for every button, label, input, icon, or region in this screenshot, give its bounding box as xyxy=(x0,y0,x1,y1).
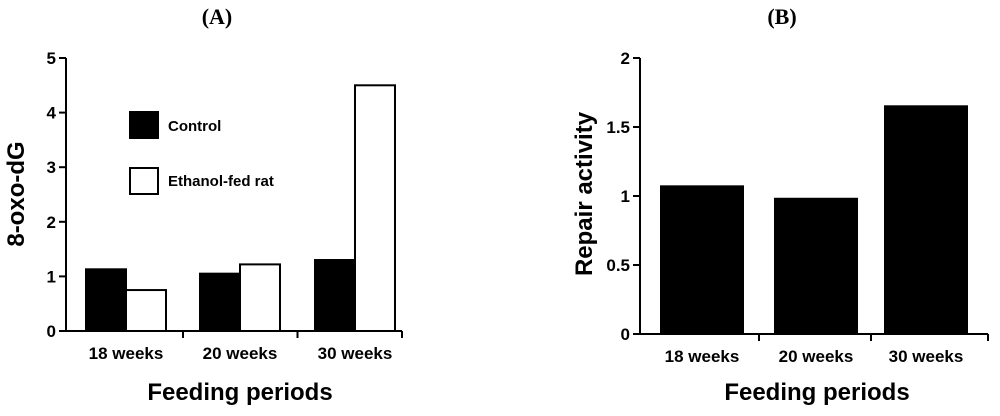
panel-b-bar-repair-activity-20-weeks xyxy=(774,197,858,335)
panel-b-x-axis-title: Feeding periods xyxy=(724,379,909,406)
panel-a-y-tick-label: 2 xyxy=(47,213,56,232)
panel-a-bar-ethanol-fed-rat-18-weeks xyxy=(125,289,167,332)
panel-a-y-tick-label: 5 xyxy=(47,49,56,68)
panel-a-y-tick-label: 3 xyxy=(47,158,56,177)
panel-a-bar-ethanol-fed-rat-20-weeks xyxy=(239,263,281,332)
panel-b-y-tick-label: 0 xyxy=(621,325,630,344)
panel-b-bar-repair-activity-30-weeks xyxy=(884,105,968,335)
panel-a-chart: (A) 0 1 2 3 4 5 18 weeks 20 weeks 30 weeks Feedi… xyxy=(3,4,403,406)
panel-a-y-axis-title: 8-oxo-dG xyxy=(3,141,30,246)
panel-a-y-tick-label: 4 xyxy=(47,104,57,123)
panel-b-x-tick-label: 18 weeks xyxy=(665,347,740,366)
legend-swatch-ethanol xyxy=(129,167,159,195)
panel-a-legend: Control Ethanol-fed rat xyxy=(129,111,274,195)
panel-b-y-tick-label: 1.5 xyxy=(606,118,630,137)
panel-b-y-tick-label: 0.5 xyxy=(606,256,630,275)
panel-a-plot-area: 0 1 2 3 4 5 18 weeks 20 weeks 30 weeks xyxy=(47,49,403,363)
panel-b-label: (B) xyxy=(767,4,796,29)
panel-b-x-tick-label: 30 weeks xyxy=(889,347,964,366)
panel-b-y-tick-label: 2 xyxy=(621,49,630,68)
panel-a-y-tick-label: 0 xyxy=(47,322,56,341)
legend-label-ethanol: Ethanol-fed rat xyxy=(168,173,274,190)
panel-b-y-axis-title: Repair activity xyxy=(571,111,598,276)
legend-swatch-control xyxy=(129,111,159,139)
panel-a-bar-control-20-weeks xyxy=(199,272,241,333)
panel-b-bar-repair-activity-18-weeks xyxy=(660,185,744,335)
panel-a-bar-ethanol-fed-rat-30-weeks xyxy=(354,84,396,332)
panel-a-x-tick-label: 18 weeks xyxy=(89,344,164,363)
panel-b-y-tick-label: 1 xyxy=(621,187,630,206)
panel-a-x-tick-label: 20 weeks xyxy=(203,344,278,363)
panel-b-chart: (B) 0 0.5 1 1.5 2 18 weeks 20 weeks 30 weeks Fe… xyxy=(571,4,989,406)
panel-b-x-tick-label: 20 weeks xyxy=(779,347,854,366)
panel-a-label: (A) xyxy=(202,4,233,29)
legend-label-control: Control xyxy=(168,118,221,135)
panel-a-bar-control-30-weeks xyxy=(314,259,356,332)
panel-a-bar-control-18-weeks xyxy=(85,268,127,332)
panel-a-x-axis-title: Feeding periods xyxy=(147,379,332,406)
panel-a-y-tick-label: 1 xyxy=(47,267,56,286)
panel-b-plot-area: 0 0.5 1 1.5 2 18 weeks 20 weeks 30 weeks xyxy=(606,49,989,366)
panel-a-x-tick-label: 30 weeks xyxy=(318,344,393,363)
